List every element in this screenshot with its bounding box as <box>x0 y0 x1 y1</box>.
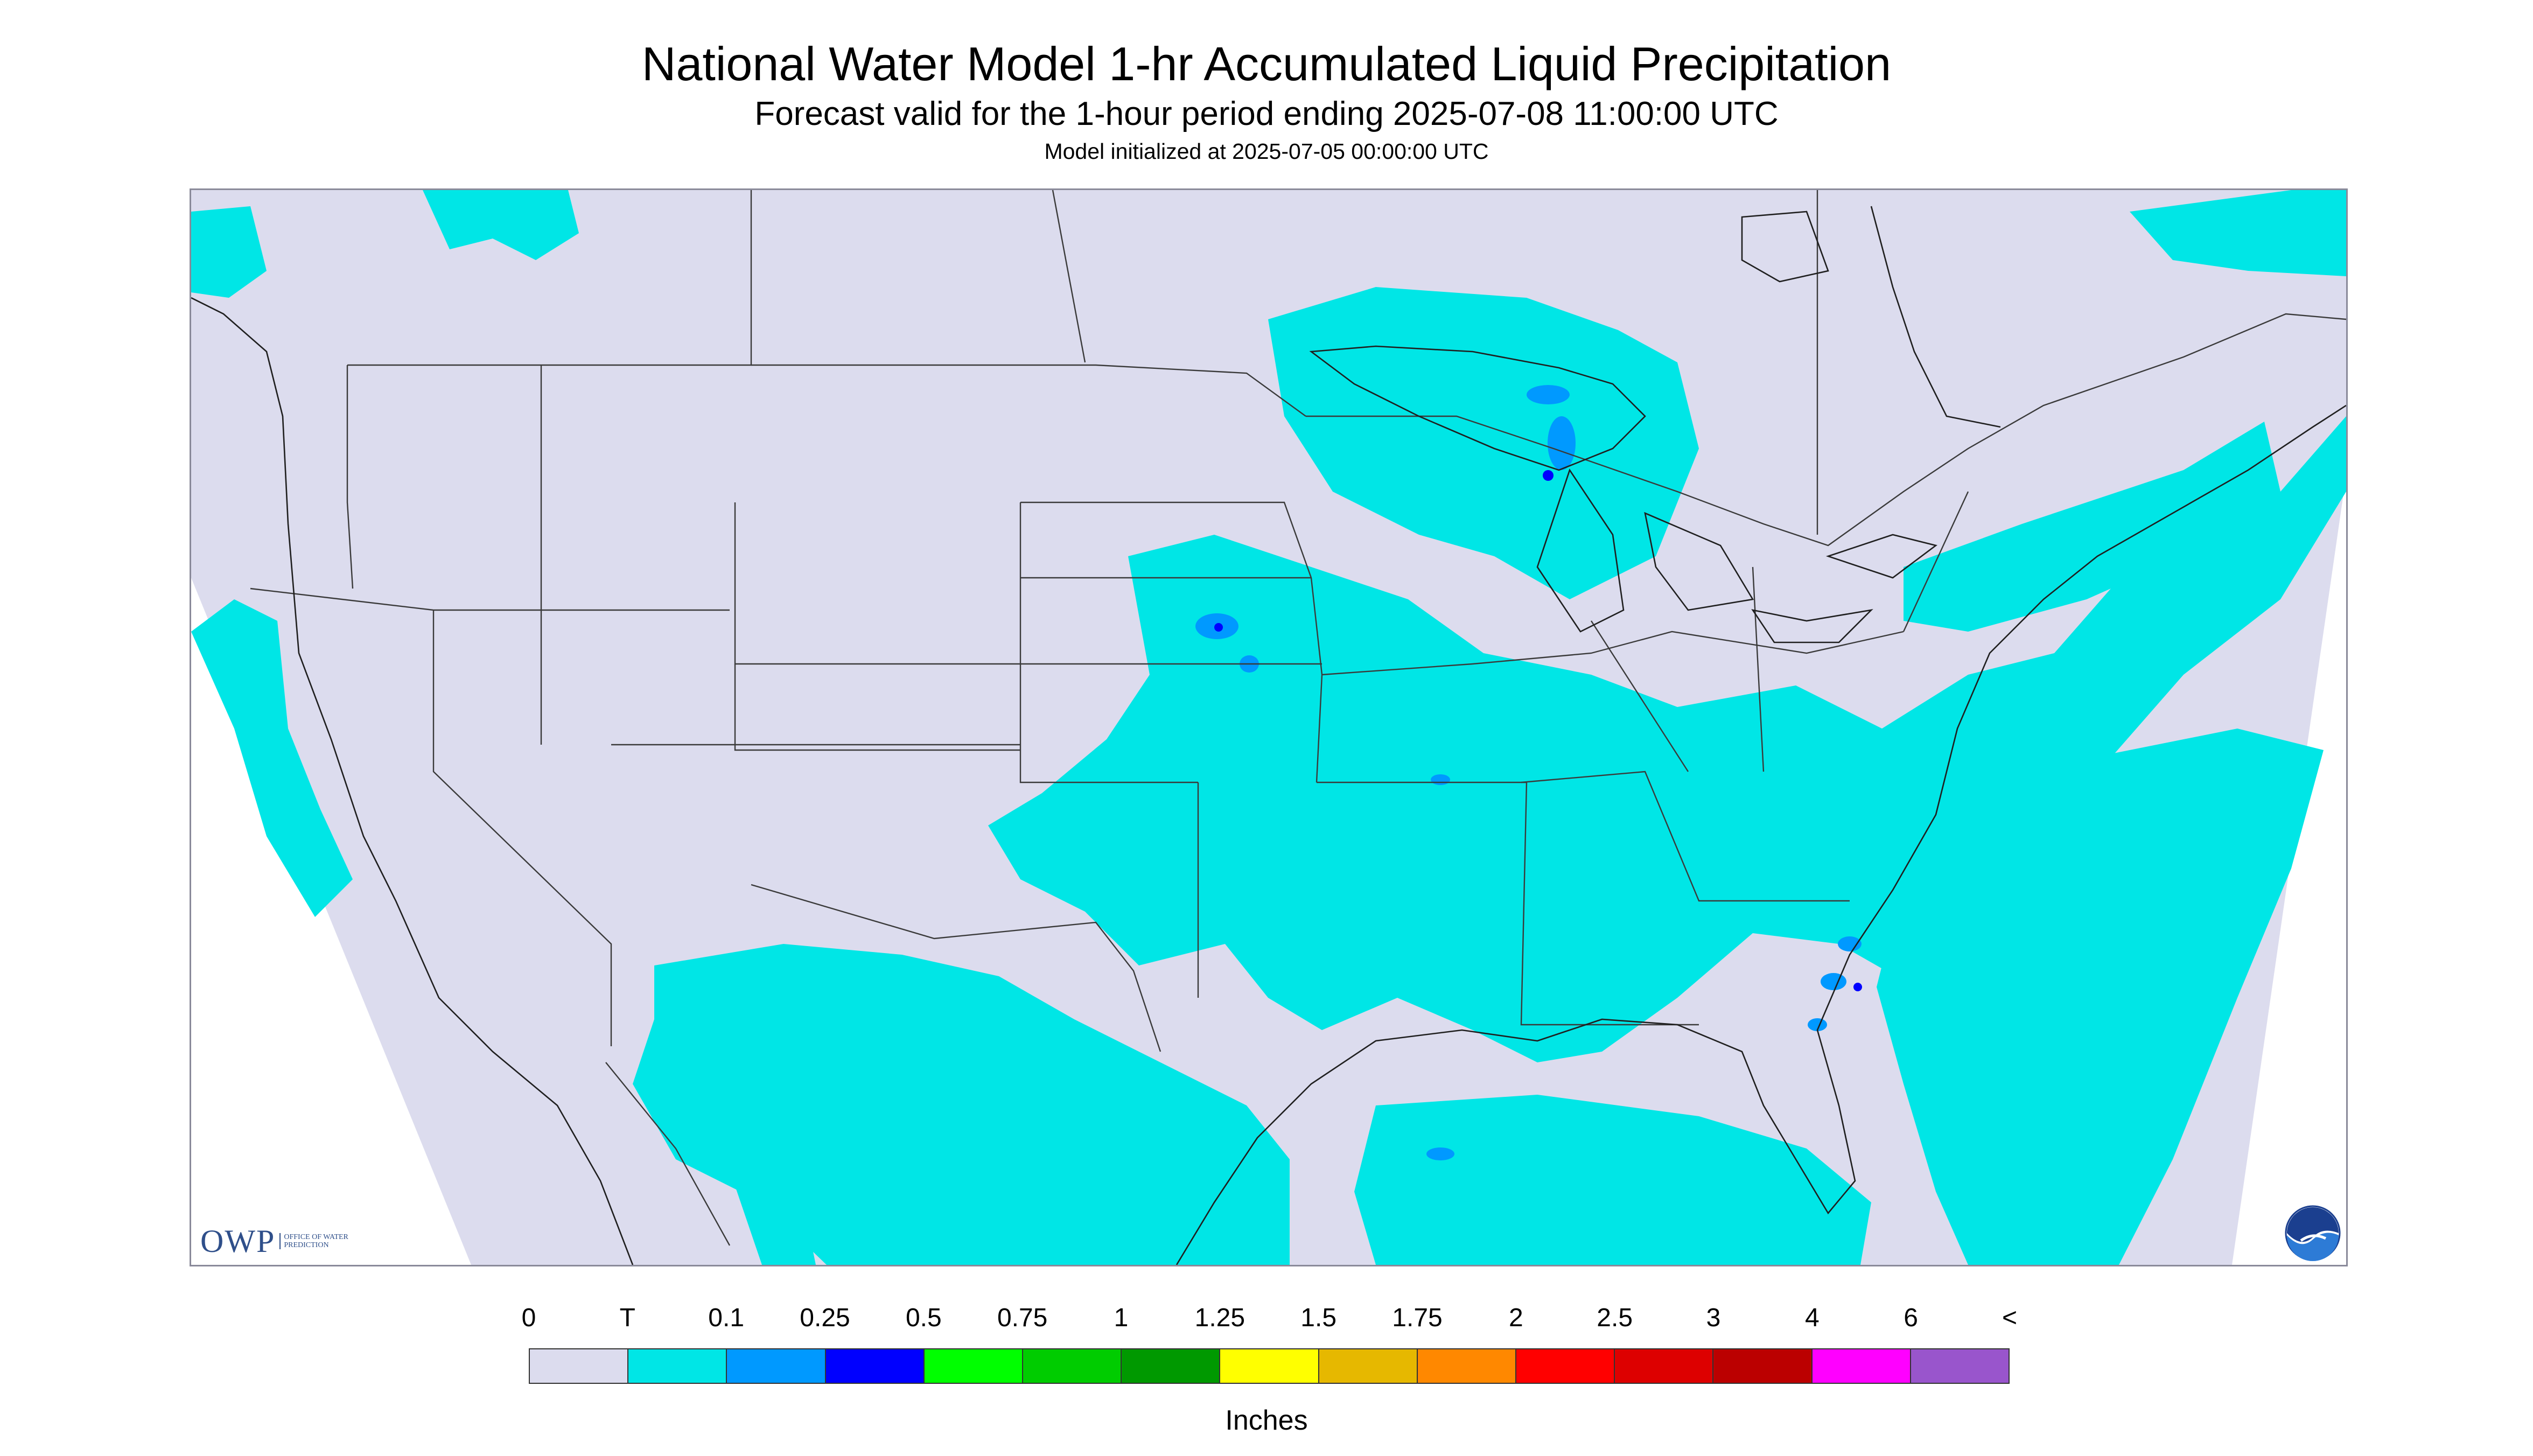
legend-swatch <box>1911 1349 2009 1383</box>
precipitation-map <box>190 188 2348 1266</box>
legend-swatch <box>1319 1349 1418 1383</box>
legend-tick-label: T <box>619 1304 635 1332</box>
coastlines <box>191 206 2346 1265</box>
legend-swatch <box>1812 1349 1911 1383</box>
legend-tick-label: 0.5 <box>905 1304 942 1332</box>
noaa-logo-icon <box>2285 1205 2341 1261</box>
legend-tick-label: 4 <box>1804 1304 1820 1332</box>
legend-tick-label: 0.25 <box>800 1304 850 1332</box>
legend-swatch <box>1220 1349 1319 1383</box>
map-canvas <box>191 190 2346 1265</box>
legend-tick-label: 1.25 <box>1194 1304 1245 1332</box>
legend-tick-label: 3 <box>1706 1304 1721 1332</box>
legend-swatch <box>1615 1349 1714 1383</box>
legend-swatch <box>1122 1349 1221 1383</box>
legend-tick-label: 2 <box>1508 1304 1523 1332</box>
heavy-precip-spots <box>1214 470 1862 991</box>
legend-tick-label: 1.75 <box>1392 1304 1443 1332</box>
legend-tick-label: < <box>2002 1304 2018 1332</box>
forecast-valid-subtitle: Forecast valid for the 1-hour period end… <box>754 95 1779 132</box>
owp-logo-mark: OWP <box>200 1223 276 1259</box>
legend-units: Inches <box>1225 1405 1308 1436</box>
model-init-line: Model initialized at 2025-07-05 00:00:00… <box>1044 139 1489 164</box>
legend-tick-label: 6 <box>1904 1304 1919 1332</box>
legend-tick-label: 2.5 <box>1597 1304 1633 1332</box>
color-legend <box>529 1348 2010 1384</box>
legend-swatch <box>924 1349 1024 1383</box>
legend-swatch <box>1023 1349 1122 1383</box>
legend-swatch <box>727 1349 826 1383</box>
legend-tick-label: 1.5 <box>1300 1304 1337 1332</box>
legend-tick-label: 0.1 <box>708 1304 745 1332</box>
legend-tick-label: 0.75 <box>997 1304 1048 1332</box>
legend-swatch <box>1417 1349 1517 1383</box>
political-boundaries <box>250 190 2346 1246</box>
legend-swatch <box>530 1349 629 1383</box>
legend-tick-label: 0 <box>521 1304 536 1332</box>
legend-swatch <box>628 1349 727 1383</box>
legend-swatch <box>1516 1349 1615 1383</box>
legend-tick-label: 1 <box>1114 1304 1129 1332</box>
legend-swatch <box>1713 1349 1813 1383</box>
owp-logo: OWP OFFICE OF WATER PREDICTION <box>200 1222 348 1260</box>
legend-swatch <box>825 1349 925 1383</box>
owp-logo-text: OFFICE OF WATER PREDICTION <box>279 1233 348 1249</box>
map-title: National Water Model 1-hr Accumulated Li… <box>641 37 1892 90</box>
